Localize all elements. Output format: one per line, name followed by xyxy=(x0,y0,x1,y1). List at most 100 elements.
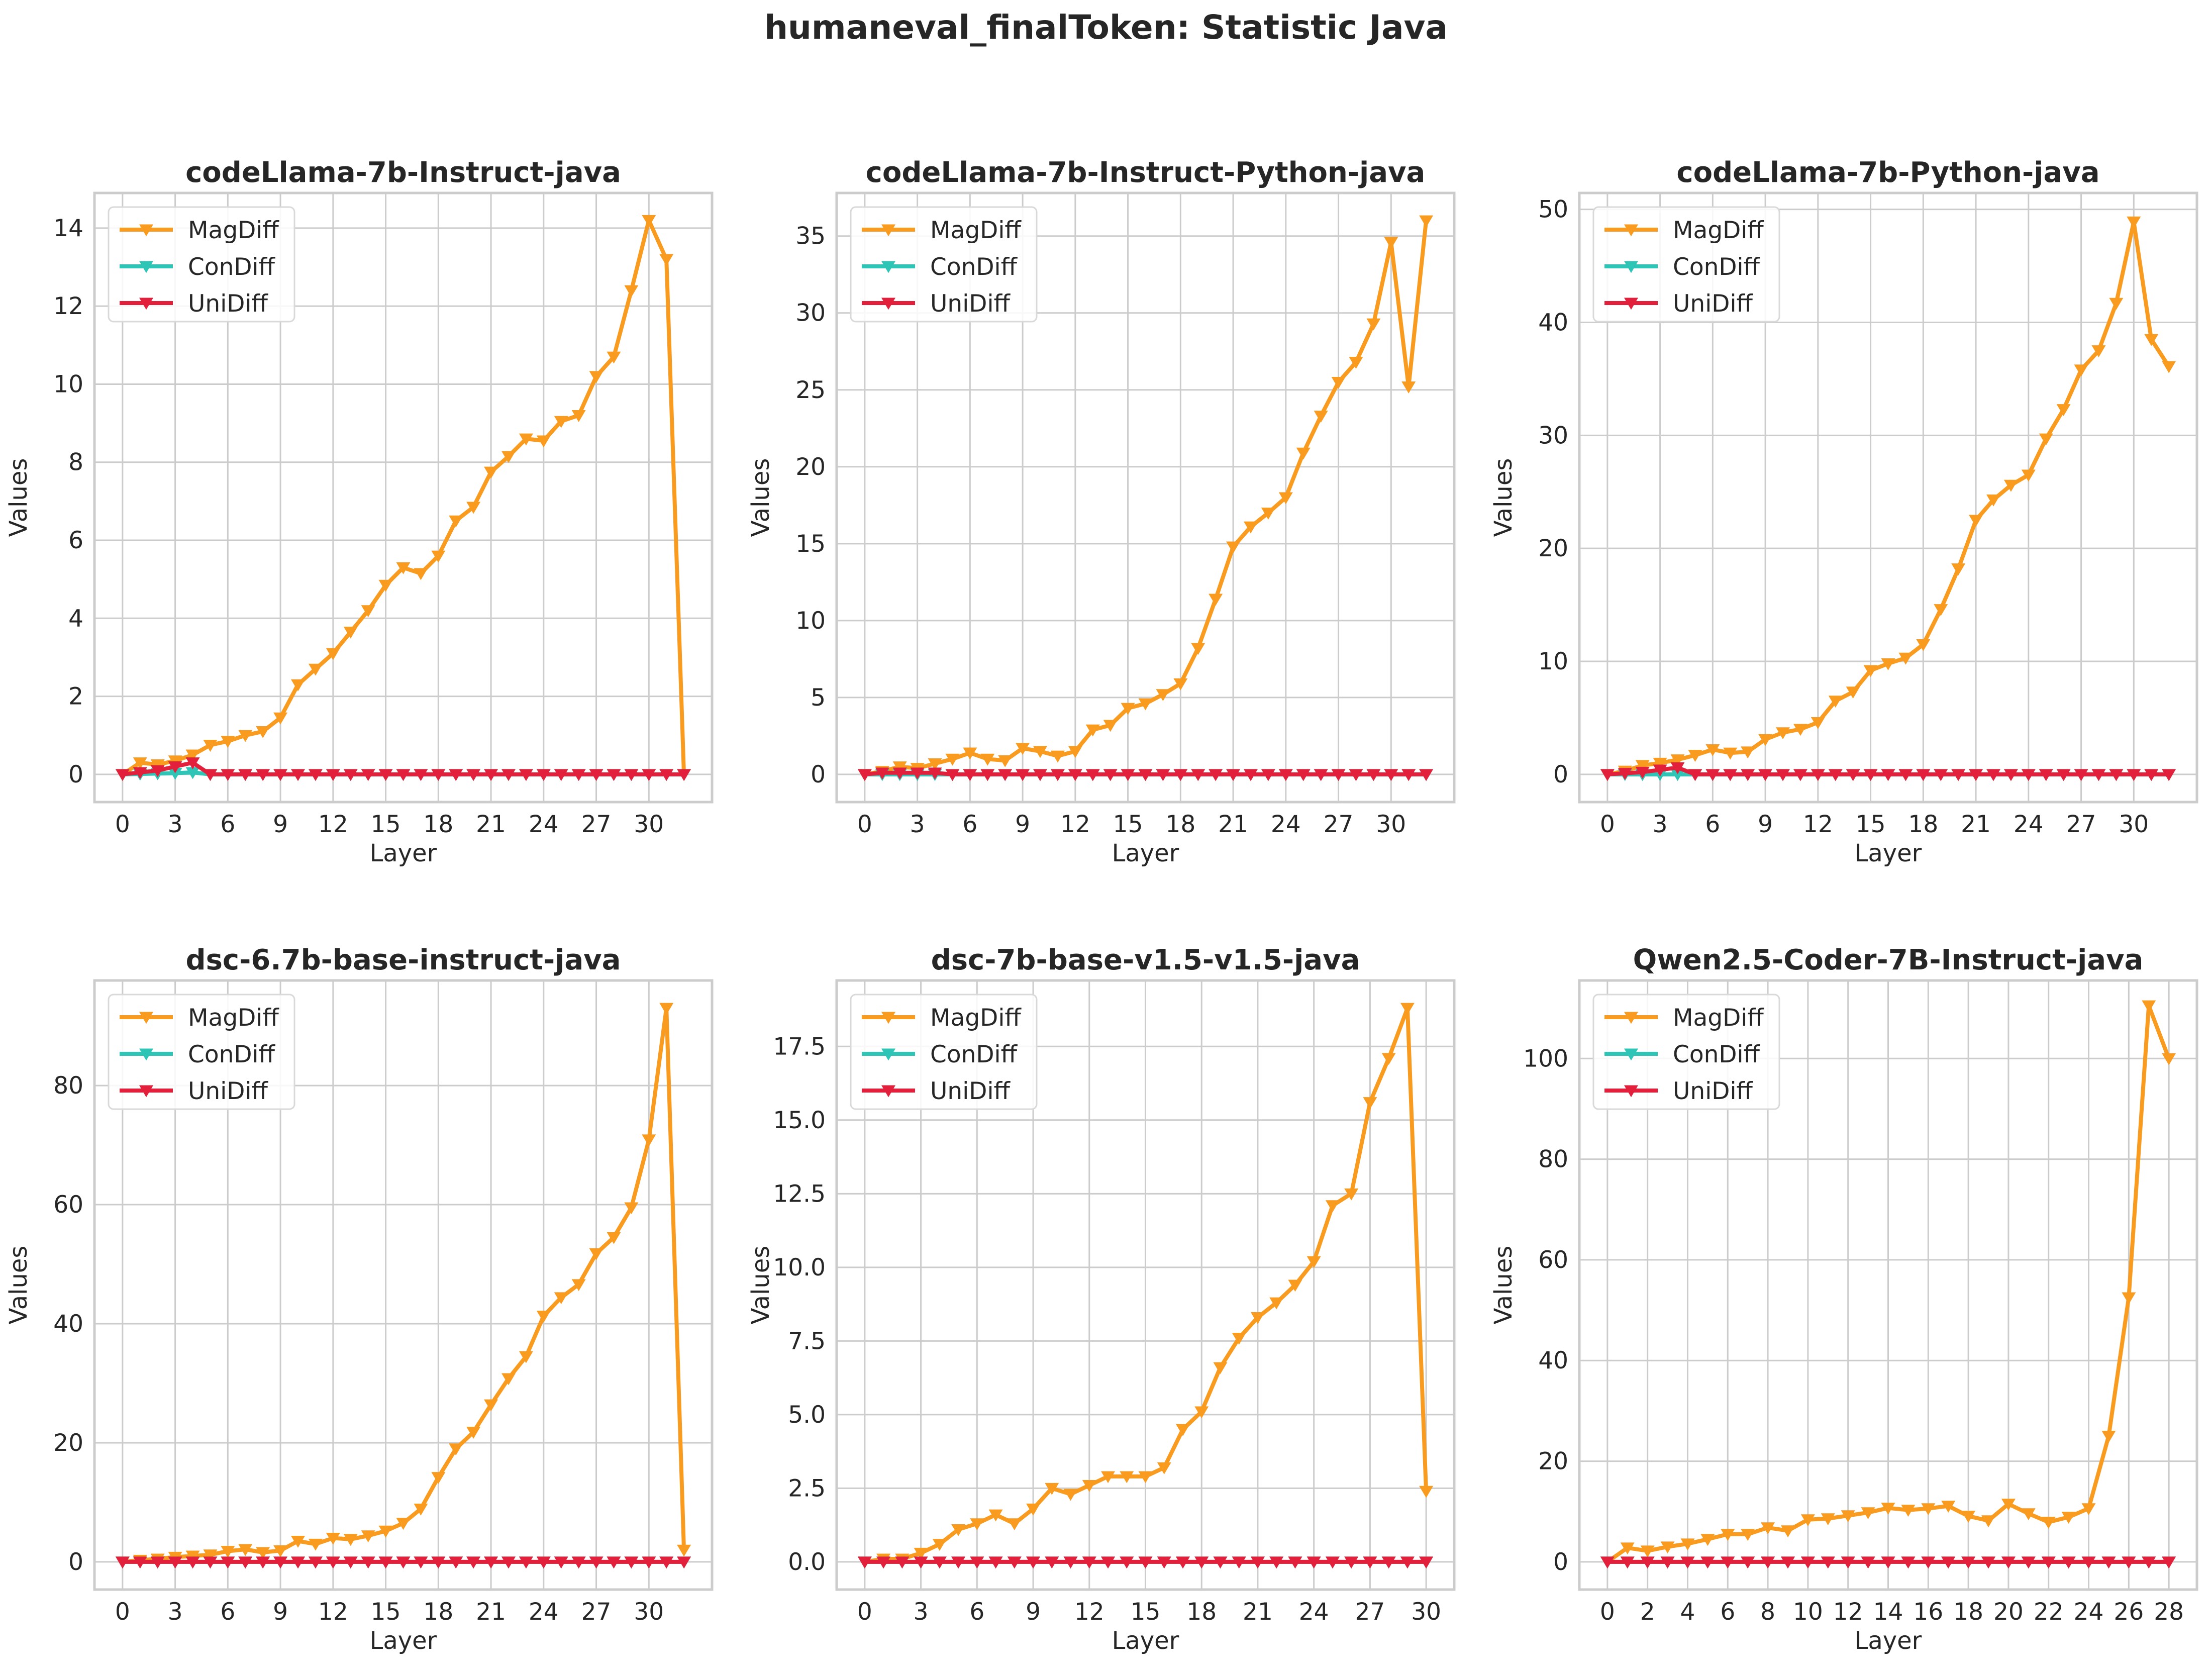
x-tick-label: 10 xyxy=(1793,1598,1823,1626)
data-point-marker xyxy=(1821,1513,1835,1526)
data-point-marker xyxy=(2091,345,2106,357)
data-point-marker xyxy=(642,769,656,781)
x-tick-label: 6 xyxy=(1705,811,1720,838)
legend-swatch-marker xyxy=(881,1012,895,1024)
subplot-title: codeLlama-7b-Python-java xyxy=(1676,156,2099,189)
data-point-marker xyxy=(1841,1556,1855,1569)
data-point-marker xyxy=(624,769,639,781)
data-point-marker xyxy=(970,1518,984,1531)
data-point-marker xyxy=(607,769,621,781)
y-tick-label: 20 xyxy=(1538,1448,1568,1475)
x-tick-label: 12 xyxy=(318,811,348,838)
data-point-marker xyxy=(2039,769,2053,781)
subplot-title: dsc-6.7b-base-instruct-java xyxy=(186,944,621,976)
data-point-marker xyxy=(1653,757,1667,770)
x-tick-label: 24 xyxy=(1299,1598,1329,1626)
subplot-4: 0 3 6 9 12 15 18 21 24 27 30 0 20 40 60 80 dsc-6.7b-base… xyxy=(5,944,714,1655)
x-tick-label: 6 xyxy=(220,1598,235,1626)
data-point-marker xyxy=(2039,433,2053,446)
data-point-marker xyxy=(1269,1297,1284,1310)
data-point-marker xyxy=(910,767,925,780)
data-point-marker xyxy=(1156,689,1170,702)
data-point-marker xyxy=(1969,515,1983,527)
data-point-marker xyxy=(1363,1556,1377,1569)
subplot-6: 0 2 4 6 8 10 12 14 16 18 20 22 24 26 28020406080100Qwe… xyxy=(1489,944,2198,1655)
x-tick-label: 30 xyxy=(634,811,664,838)
data-point-marker xyxy=(1278,769,1293,781)
legend-swatch-marker xyxy=(139,298,153,310)
legend-swatch-marker xyxy=(881,261,895,273)
data-point-marker xyxy=(1670,762,1685,774)
x-tick-label: 18 xyxy=(1908,811,1938,838)
series-unidiff xyxy=(1600,1556,2176,1569)
data-point-marker xyxy=(238,769,253,781)
data-point-marker xyxy=(378,579,393,592)
data-point-marker xyxy=(308,663,323,676)
legend-item: ConDiff xyxy=(862,253,1018,281)
data-point-marker xyxy=(1226,769,1241,781)
legend-label: ConDiff xyxy=(930,1041,1018,1068)
data-point-marker xyxy=(914,1556,928,1569)
data-point-marker xyxy=(998,755,1013,767)
data-point-marker xyxy=(308,769,323,781)
data-point-marker xyxy=(1175,1424,1190,1436)
data-point-marker xyxy=(1366,769,1381,781)
data-point-marker xyxy=(536,1556,551,1569)
data-point-marker xyxy=(659,769,674,781)
data-point-marker xyxy=(133,767,147,779)
data-point-marker xyxy=(1296,447,1311,460)
x-tick-label: 9 xyxy=(1026,1598,1041,1626)
legend-item: ConDiff xyxy=(120,253,276,281)
data-point-marker xyxy=(1705,769,1720,781)
x-tick-label: 12 xyxy=(1803,811,1833,838)
data-point-marker xyxy=(1761,1522,1775,1535)
data-point-marker xyxy=(1306,1256,1321,1268)
data-point-marker xyxy=(677,1556,691,1569)
data-point-marker xyxy=(1156,769,1170,781)
data-point-marker xyxy=(914,1547,928,1560)
legend-swatch-marker xyxy=(139,261,153,273)
data-point-marker xyxy=(501,1556,516,1569)
x-tick-label: 16 xyxy=(1913,1598,1943,1626)
data-point-marker xyxy=(273,1545,288,1557)
data-point-marker xyxy=(2142,1000,2156,1013)
x-tick-label: 28 xyxy=(2154,1598,2184,1626)
data-point-marker xyxy=(1761,1556,1775,1569)
data-point-marker xyxy=(1314,769,1328,781)
data-point-marker xyxy=(1191,643,1205,655)
data-point-marker xyxy=(431,1472,446,1484)
legend-item: UniDiff xyxy=(862,290,1011,318)
x-axis-label: Layer xyxy=(1855,1627,1922,1655)
x-tick-label: 27 xyxy=(1324,811,1354,838)
data-point-marker xyxy=(1741,1529,1755,1541)
series-unidiff xyxy=(115,1556,691,1569)
data-point-marker xyxy=(1916,769,1931,781)
data-point-marker xyxy=(1101,1471,1116,1484)
x-tick-label: 0 xyxy=(1600,811,1615,838)
data-point-marker xyxy=(2144,334,2159,346)
data-point-marker xyxy=(221,1546,235,1558)
data-point-marker xyxy=(1050,769,1065,781)
data-point-marker xyxy=(484,769,498,781)
data-point-marker xyxy=(1653,764,1667,777)
data-point-marker xyxy=(1600,1556,1615,1569)
x-tick-label: 24 xyxy=(529,1598,559,1626)
data-point-marker xyxy=(256,1556,270,1569)
legend: MagDiff ConDiff UniDiff xyxy=(1592,994,1780,1110)
x-tick-label: 15 xyxy=(1113,811,1143,838)
data-point-marker xyxy=(133,757,147,769)
data-point-marker xyxy=(892,761,907,773)
y-tick-label: 60 xyxy=(53,1191,83,1219)
legend-box xyxy=(108,994,295,1110)
x-tick-label: 30 xyxy=(1411,1598,1441,1626)
y-tick-label: 25 xyxy=(795,376,826,404)
legend-swatch-marker xyxy=(139,1085,153,1098)
data-point-marker xyxy=(519,433,533,446)
data-point-marker xyxy=(1780,1525,1795,1538)
data-point-marker xyxy=(1261,769,1275,781)
data-point-marker xyxy=(291,769,306,781)
data-point-marker xyxy=(414,568,428,580)
y-tick-label: 10 xyxy=(1538,648,1568,675)
data-point-marker xyxy=(449,1443,463,1456)
